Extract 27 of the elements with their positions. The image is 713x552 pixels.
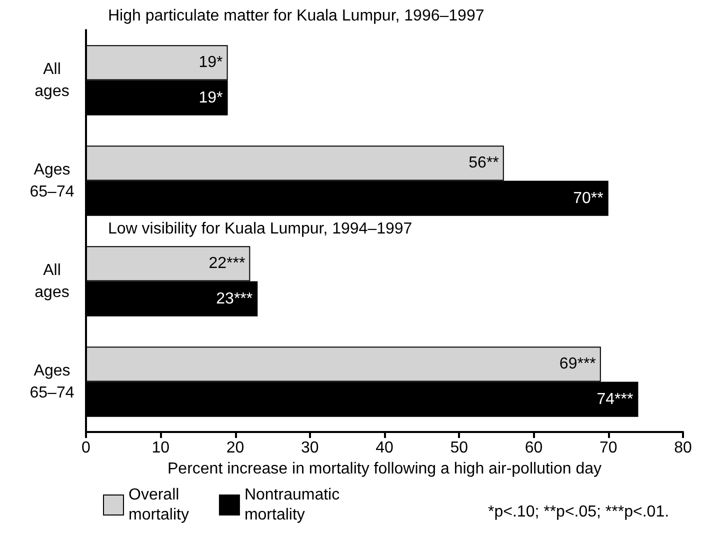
- annotation: Low visibility for Kuala Lumpur, 1994–1997: [108, 220, 412, 238]
- x-tick-label: 50: [450, 440, 468, 456]
- data-label: 19*: [198, 89, 223, 106]
- x-tick-label: 20: [226, 440, 244, 456]
- y-tick-label: All ages: [34, 60, 70, 100]
- y-tick-label: Ages 65–74: [30, 362, 74, 402]
- data-label: 23***: [216, 290, 253, 308]
- y-tick-label: Ages 65–74: [30, 161, 74, 200]
- x-tick-label: 10: [152, 440, 170, 456]
- data-label: 56**: [468, 154, 499, 172]
- x-tick-label: 60: [524, 440, 543, 456]
- legend-label: Nontraumatic mortality: [244, 486, 340, 524]
- data-label: 70**: [573, 190, 604, 207]
- data-label: 74***: [596, 390, 634, 408]
- text: *p<.10; **p<.05; ***p<.01.: [488, 504, 670, 520]
- x-tick-label: 80: [674, 440, 692, 456]
- x-tick-label: 70: [599, 440, 618, 456]
- x-tick-label: 40: [376, 440, 394, 456]
- y-tick-label: All ages: [34, 262, 70, 301]
- text: High particulate matter for Kuala Lumpur, 1996–1997: [108, 8, 484, 24]
- x-axis-title: Percent increase in mortality following a high air-pollution day: [168, 460, 602, 478]
- x-tick-label: 30: [300, 440, 319, 456]
- data-label: 22***: [208, 255, 246, 272]
- data-label: 69***: [559, 356, 596, 373]
- data-label: 19*: [198, 54, 223, 72]
- x-tick-label: 0: [82, 440, 91, 456]
- legend-label: Overall mortality: [128, 486, 189, 524]
